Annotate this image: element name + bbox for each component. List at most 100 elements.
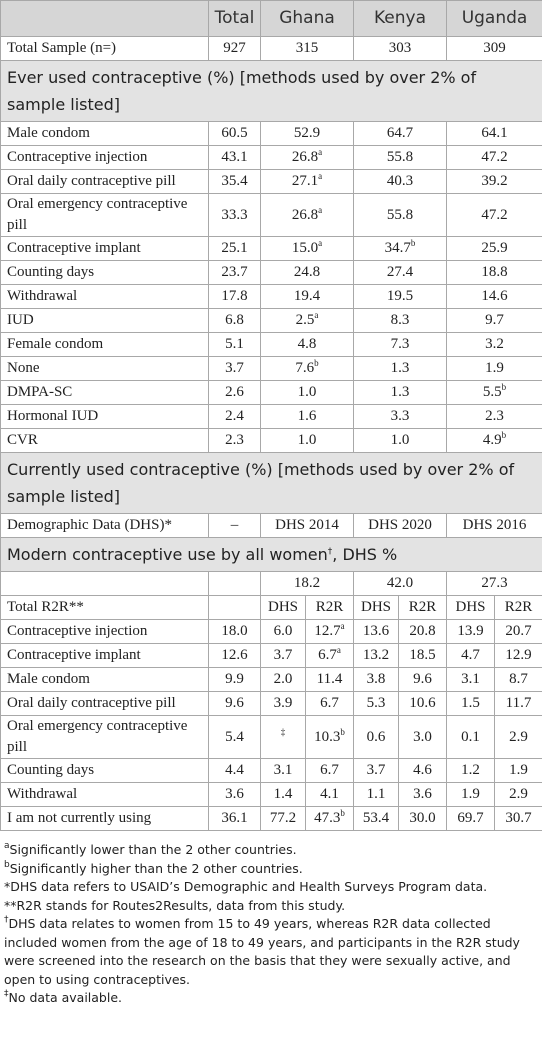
- cell: 17.8: [208, 284, 261, 309]
- table-row: Withdrawal 17.8 19.4 19.5 14.6: [0, 284, 542, 309]
- cell: 7.3: [352, 332, 448, 357]
- cell: R2R: [397, 595, 448, 620]
- footnotes: aSignificantly lower than the 2 other co…: [0, 831, 542, 1008]
- cell: 315: [260, 36, 354, 61]
- cell: DHS 2016: [446, 513, 542, 538]
- footnote: †DHS data relates to women from 15 to 49…: [4, 915, 538, 989]
- cell: 12.7a: [305, 619, 354, 644]
- cell: 2.6: [208, 380, 261, 405]
- row-label: Oral emergency contraceptive pill: [0, 715, 209, 759]
- cell: 0.1: [446, 715, 496, 759]
- cell: 20.8: [397, 619, 448, 644]
- cell: R2R: [494, 595, 542, 620]
- superscript: a: [336, 645, 341, 655]
- superscript: b: [314, 358, 319, 368]
- cell: DHS: [353, 595, 399, 620]
- cell: 6.0: [260, 619, 306, 644]
- cell: 25.1: [208, 236, 261, 261]
- superscript: a: [4, 841, 10, 851]
- cell: 14.6: [446, 284, 542, 309]
- cell: 0.6: [353, 715, 399, 759]
- row-label: Demographic Data (DHS)*: [0, 513, 209, 538]
- cell: 18.8: [446, 260, 542, 285]
- cell: 27.4: [352, 260, 448, 285]
- row-label: IUD: [0, 308, 209, 333]
- cell: 6.7: [305, 758, 354, 783]
- cell: 55.8: [352, 193, 448, 237]
- cell-text: 2.5: [295, 312, 315, 328]
- footnote-text: DHS data relates to women from 15 to 49 …: [4, 916, 520, 987]
- cell-text: 6.7: [318, 647, 337, 663]
- cell: 13.2: [353, 643, 399, 668]
- cell: 2.4: [208, 404, 261, 429]
- cell: 10.3b: [305, 715, 354, 759]
- table-row: Oral emergency contraceptive pill 33.3 26.…: [0, 193, 542, 237]
- row-label: None: [0, 356, 209, 381]
- superscript: b: [340, 808, 345, 818]
- cell: 47.3b: [305, 806, 354, 831]
- row-label: Hormonal IUD: [0, 404, 209, 429]
- cell: 40.3: [352, 169, 448, 194]
- cell: 55.8: [352, 145, 448, 170]
- table-row: None 3.7 7.6b 1.3 1.9: [0, 356, 542, 381]
- cell: 26.8a: [260, 193, 354, 237]
- cell: 4.9b: [446, 428, 542, 453]
- cell: 69.7: [446, 806, 496, 831]
- cell: 36.1: [208, 806, 261, 831]
- superscript: b: [501, 430, 507, 440]
- cell: 3.6: [208, 782, 261, 807]
- cell-text: 34.7: [384, 240, 411, 256]
- table-row: Counting days 4.4 3.1 6.7 3.7 4.6 1.2 1.9: [0, 758, 542, 783]
- row-label: Contraceptive implant: [0, 236, 209, 261]
- cell: 12.6: [208, 643, 261, 668]
- cell: 13.6: [353, 619, 399, 644]
- row-label: Contraceptive implant: [0, 643, 209, 668]
- row-label: Oral daily contraceptive pill: [0, 169, 209, 194]
- header-cell: [0, 0, 209, 37]
- table-row: Hormonal IUD 2.4 1.6 3.3 2.3: [0, 404, 542, 429]
- cell: 27.1a: [260, 169, 354, 194]
- section-row: Modern contraceptive use by all women†, …: [0, 537, 542, 572]
- row-label: Male condom: [0, 667, 209, 692]
- cell: 47.2: [446, 193, 542, 237]
- cell: 42.0: [352, 571, 448, 596]
- table-row: Contraceptive implant 25.1 15.0a 34.7b 25.9: [0, 236, 542, 261]
- cell: 6.8: [208, 308, 261, 333]
- table-row: Oral daily contraceptive pill 9.6 3.9 6.7 5.…: [0, 691, 542, 716]
- cell: 1.1: [353, 782, 399, 807]
- cell: 10.6: [397, 691, 448, 716]
- cell-text: Modern contraceptive use by all women: [7, 545, 328, 564]
- cell: 33.3: [208, 193, 261, 237]
- cell-text: 26.8: [291, 149, 319, 165]
- totals-row: 18.2 42.0 27.3: [0, 571, 542, 596]
- footnote: aSignificantly lower than the 2 other co…: [4, 841, 538, 860]
- cell-text: 27.1: [291, 173, 319, 189]
- cell: 3.1: [446, 667, 496, 692]
- cell-text: 5.5: [482, 384, 502, 400]
- cell: 1.5: [446, 691, 496, 716]
- table-row: Oral daily contraceptive pill 35.4 27.1a 40…: [0, 169, 542, 194]
- cell: 2.0: [260, 667, 306, 692]
- superscript: b: [410, 238, 416, 248]
- row-label: Oral daily contraceptive pill: [0, 691, 209, 716]
- superscript: a: [318, 171, 323, 181]
- row-label: Contraceptive injection: [0, 619, 209, 644]
- row-label: Total R2R**: [0, 595, 209, 620]
- row-label: Withdrawal: [0, 782, 209, 807]
- cell: 23.7: [208, 260, 261, 285]
- section-row: Currently used contraceptive (%) [method…: [0, 452, 542, 514]
- table-row: Contraceptive injection 18.0 6.0 12.7a 13.6 2…: [0, 619, 542, 644]
- table-row: Female condom 5.1 4.8 7.3 3.2: [0, 332, 542, 357]
- cell: 3.9: [260, 691, 306, 716]
- row-label: Male condom: [0, 121, 209, 146]
- cell-text: 12.7: [314, 623, 341, 639]
- superscript: a: [318, 238, 323, 248]
- header-row: Total Ghana Kenya Uganda: [0, 0, 542, 37]
- cell: 11.7: [494, 691, 542, 716]
- cell-text: , DHS %: [332, 545, 398, 564]
- superscript: †: [4, 915, 9, 925]
- row-label: Total Sample (n=): [0, 36, 209, 61]
- cell-text: 10.3: [314, 728, 341, 745]
- cell: 30.0: [397, 806, 448, 831]
- cell: 19.4: [260, 284, 354, 309]
